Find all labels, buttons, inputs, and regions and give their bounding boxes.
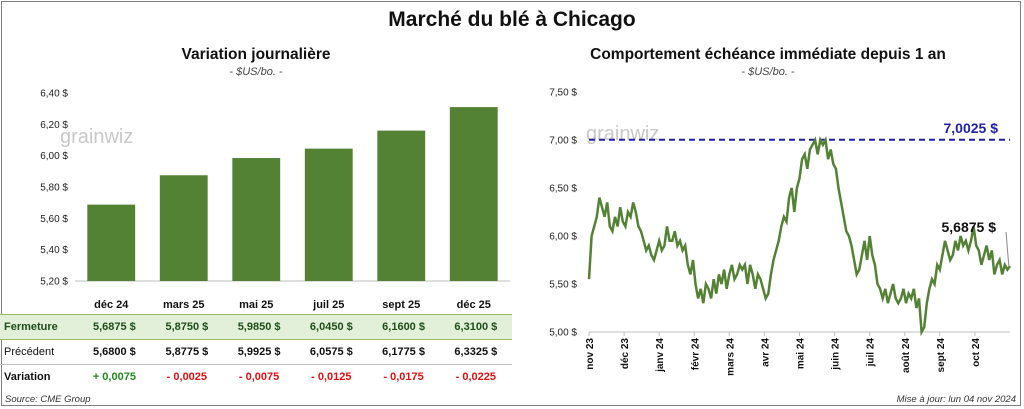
x-tick-label: mars 24 <box>725 338 736 376</box>
row-label: Précédent <box>0 339 78 365</box>
x-tick-label: mai 24 <box>796 338 807 370</box>
left-chart-title: Variation journalière <box>181 46 331 63</box>
bar <box>449 107 498 281</box>
table-cell: 6,1775 $ <box>367 339 440 365</box>
y-tick-label: 6,50 $ <box>549 184 577 195</box>
y-tick-label: 6,00 $ <box>549 232 577 243</box>
max-value-label: 7,0025 $ <box>944 120 999 136</box>
x-tick-label: déc 23 <box>620 338 631 370</box>
table-cell: 6,3325 $ <box>439 339 512 365</box>
table-cell: 6,3100 $ <box>439 314 512 340</box>
y-tick-label: 5,40 $ <box>40 245 68 256</box>
x-tick-label: juil 24 <box>866 338 877 368</box>
row-label: Variation <box>4 371 51 383</box>
table-cell: - 0,0025 <box>166 371 208 383</box>
line-chart: grainwiz 5,00 $ 5,50 $ 6,00 $ 6,50 $ 7,00 $ 7… <box>549 88 1012 376</box>
table-row-variation: Variation + 0,0075 - 0,0025 - 0,0075 - 0… <box>0 365 512 390</box>
x-tick-label: janv 24 <box>655 338 666 373</box>
row-label: Fermeture <box>0 314 78 340</box>
x-tick-label: mars 25 <box>163 299 205 311</box>
y-tick-label: 5,50 $ <box>549 280 577 291</box>
watermark-logo: grainwiz <box>586 123 659 145</box>
x-tick-label: oct 24 <box>971 338 982 367</box>
y-tick-label: 5,80 $ <box>40 183 68 194</box>
y-tick-label: 7,50 $ <box>549 88 577 99</box>
page-title: Marché du blé à Chicago <box>388 8 636 31</box>
x-tick-label: déc 25 <box>457 299 491 311</box>
bar <box>159 175 208 281</box>
table-row-close: Fermeture 5,6875 $ 5,8750 $ 5,9850 $ 6,0… <box>0 314 512 340</box>
table-cell: - 0,0225 <box>455 371 497 383</box>
y-tick-label: 5,00 $ <box>549 328 577 339</box>
table-row-previous: Précédent 5,6800 $ 5,8775 $ 5,9925 $ 6,0… <box>0 339 512 365</box>
last-value-label: 5,6875 $ <box>942 219 997 235</box>
y-tick-label: 6,40 $ <box>40 89 68 100</box>
bar <box>304 148 353 281</box>
x-tick-label: août 24 <box>901 338 912 373</box>
bar-chart: grainwiz 5,20 $ 5,40 $ 5,60 $ 5,80 $ 6,00 $ 6… <box>40 89 510 311</box>
x-tick-label: avr 24 <box>760 338 771 367</box>
x-tick-label: févr 24 <box>690 338 701 371</box>
table-cell: 5,9925 $ <box>222 339 296 365</box>
watermark-logo: grainwiz <box>60 126 133 148</box>
bar <box>232 158 281 281</box>
x-tick-label: nov 23 <box>585 338 596 370</box>
y-tick-label: 6,00 $ <box>40 151 68 162</box>
table-cell: 5,8775 $ <box>150 339 223 365</box>
x-tick-label: sept 24 <box>936 338 947 373</box>
y-tick-label: 5,60 $ <box>40 214 68 225</box>
y-tick-label: 7,00 $ <box>549 136 577 147</box>
table-cell: + 0,0075 <box>92 371 136 383</box>
table-cell: 6,1600 $ <box>367 314 440 340</box>
table-cell: 5,6875 $ <box>78 314 151 340</box>
table-cell: 6,0575 $ <box>295 339 368 365</box>
table-cell: 5,8750 $ <box>150 314 223 340</box>
table-cell: - 0,0075 <box>238 371 280 383</box>
table-cell: 6,0450 $ <box>295 314 368 340</box>
x-tick-label: juin 24 <box>831 338 842 371</box>
x-tick-label: juil 25 <box>312 299 344 311</box>
right-chart-subtitle: - $US/bo. - <box>741 66 795 78</box>
table-cell: - 0,0175 <box>383 371 424 383</box>
x-tick-label: déc 24 <box>94 299 129 311</box>
price-line <box>587 135 1012 337</box>
table-cell: 5,6800 $ <box>78 339 151 365</box>
x-tick-label: sept 25 <box>382 299 420 311</box>
table-cell: - 0,0125 <box>311 371 352 383</box>
left-chart-subtitle: - $US/bo. - <box>229 66 283 78</box>
table-cell: 5,9850 $ <box>222 314 296 340</box>
bar <box>87 204 136 281</box>
futures-table: Fermeture 5,6875 $ 5,8750 $ 5,9850 $ 6,0… <box>0 314 512 389</box>
last-value-pointer <box>1005 231 1010 269</box>
bar <box>377 130 426 281</box>
y-tick-label: 6,20 $ <box>40 120 68 131</box>
x-tick-label: mai 25 <box>239 299 273 311</box>
update-note: Mise à jour: lun 04 nov 2024 <box>896 394 1016 405</box>
y-tick-label: 5,20 $ <box>40 277 68 288</box>
source-note: Source: CME Group <box>5 394 91 405</box>
right-chart-title: Comportement échéance immédiate depuis 1… <box>590 46 946 63</box>
